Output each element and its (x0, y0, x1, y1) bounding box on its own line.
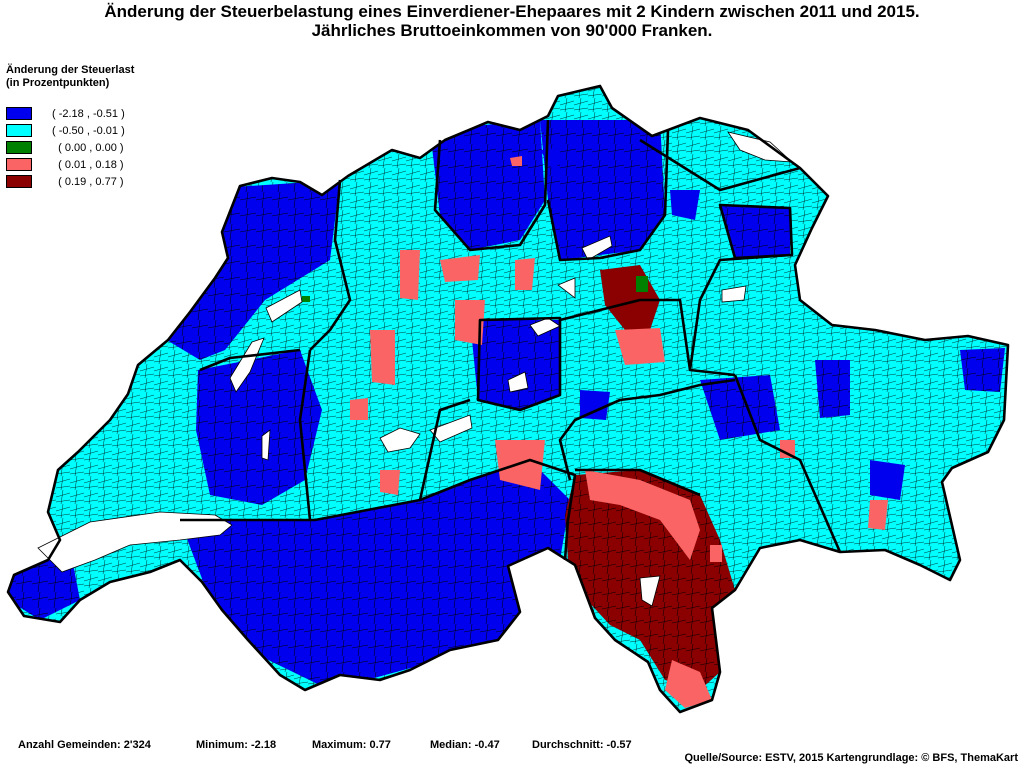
legend-swatch (6, 175, 32, 188)
legend-item: ( -0.50 , -0.01 ) (6, 123, 206, 140)
legend-label: ( 0.19 , 0.77 ) (52, 176, 124, 188)
legend-label: ( 0.00 , 0.00 ) (52, 142, 124, 154)
legend-item: ( 0.01 , 0.18 ) (6, 157, 206, 174)
map-legend: Änderung der Steuerlast (in Prozentpunkt… (6, 64, 206, 191)
legend-label: ( -2.18 , -0.51 ) (52, 108, 125, 120)
legend-swatch (6, 124, 32, 137)
stat-maximum: Maximum: 0.77 (312, 739, 391, 751)
statistics-bar: Anzahl Gemeinden: 2'324 Minimum: -2.18 M… (0, 739, 1024, 753)
source-credit: Quelle/Source: ESTV, 2015 Kartengrundlag… (684, 752, 1018, 764)
title-line-1: Änderung der Steuerbelastung eines Einve… (104, 2, 920, 21)
legend-label: ( -0.50 , -0.01 ) (52, 125, 125, 137)
legend-title: Änderung der Steuerlast (in Prozentpunkt… (6, 64, 206, 90)
legend-item: ( -2.18 , -0.51 ) (6, 106, 206, 123)
legend-item: ( 0.00 , 0.00 ) (6, 140, 206, 157)
stat-mean: Durchschnitt: -0.57 (532, 739, 632, 751)
legend-swatch (6, 107, 32, 120)
legend-swatch (6, 158, 32, 171)
legend-swatch (6, 141, 32, 154)
title-line-2: Jährliches Bruttoeinkommen von 90'000 Fr… (311, 21, 713, 40)
stat-minimum: Minimum: -2.18 (196, 739, 277, 751)
stat-count: Anzahl Gemeinden: 2'324 (18, 739, 151, 751)
legend-item: ( 0.19 , 0.77 ) (6, 174, 206, 191)
legend-title-line-1: Änderung der Steuerlast (6, 64, 135, 76)
legend-label: ( 0.01 , 0.18 ) (52, 159, 124, 171)
stat-median: Median: -0.47 (430, 739, 500, 751)
map-title: Änderung der Steuerbelastung eines Einve… (0, 2, 1024, 40)
legend-title-line-2: (in Prozentpunkten) (6, 77, 110, 89)
legend-list: ( -2.18 , -0.51 ) ( -0.50 , -0.01 ) ( 0.… (6, 106, 206, 191)
